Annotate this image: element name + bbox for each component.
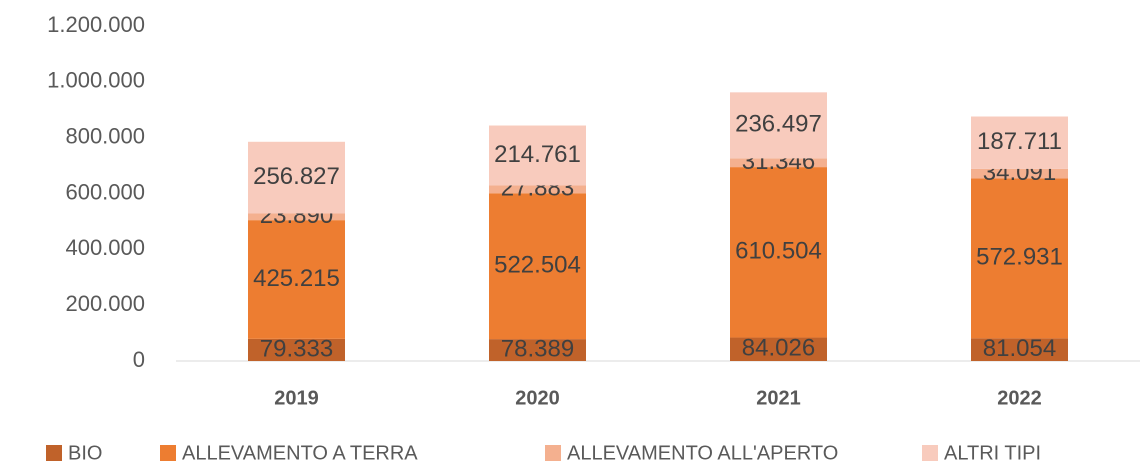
bar-segment xyxy=(489,125,586,186)
data-label: 84.026 xyxy=(742,335,815,362)
data-label: 79.333 xyxy=(260,335,333,362)
data-label: 522.504 xyxy=(494,252,581,279)
y-tick-label: 200.000 xyxy=(65,291,145,316)
bar-segment xyxy=(248,338,345,361)
data-label: 236.497 xyxy=(735,111,822,138)
data-label: 572.931 xyxy=(976,244,1063,271)
data-label: 425.215 xyxy=(253,265,340,292)
y-tick-label: 400.000 xyxy=(65,235,145,260)
x-tick-label: 2022 xyxy=(997,387,1042,409)
x-tick-label: 2019 xyxy=(274,387,319,409)
bar-segment xyxy=(971,178,1068,339)
y-tick-label: 1.000.000 xyxy=(47,68,145,93)
bar-segment xyxy=(730,158,827,168)
data-label: 78.389 xyxy=(501,335,574,362)
x-tick-label: 2021 xyxy=(756,387,801,409)
bar-segment xyxy=(971,338,1068,361)
data-label: 187.711 xyxy=(977,128,1062,155)
y-tick-label: 0 xyxy=(133,347,145,372)
data-label: 256.827 xyxy=(253,163,340,190)
legend-swatch xyxy=(160,445,176,461)
legend-label: ALTRI TIPI xyxy=(944,442,1041,464)
bar-segment xyxy=(730,92,827,159)
bar-segment xyxy=(248,213,345,221)
data-label: 214.761 xyxy=(494,141,581,168)
data-label: 81.054 xyxy=(983,335,1056,362)
legend-swatch xyxy=(46,445,62,461)
y-tick-label: 800.000 xyxy=(65,123,145,148)
y-tick-label: 1.200.000 xyxy=(47,12,145,37)
bar-segment xyxy=(489,193,586,340)
bar-segment xyxy=(730,167,827,338)
legend-swatch xyxy=(545,445,561,461)
y-tick-label: 600.000 xyxy=(65,179,145,204)
bar-segment xyxy=(971,116,1068,169)
legend-label: ALLEVAMENTO ALL'APERTO xyxy=(567,442,838,464)
legend-label: ALLEVAMENTO A TERRA xyxy=(182,442,418,464)
data-label: 610.504 xyxy=(735,238,822,265)
legend-swatch xyxy=(922,445,938,461)
bar-segment xyxy=(971,168,1068,179)
x-tick-label: 2020 xyxy=(515,387,560,409)
legend-label: BIO xyxy=(68,442,102,464)
bar-segment xyxy=(248,141,345,214)
bar-segment xyxy=(248,220,345,339)
bar-segment xyxy=(489,339,586,361)
bar-segment xyxy=(489,185,586,194)
bar-segment xyxy=(730,337,827,361)
